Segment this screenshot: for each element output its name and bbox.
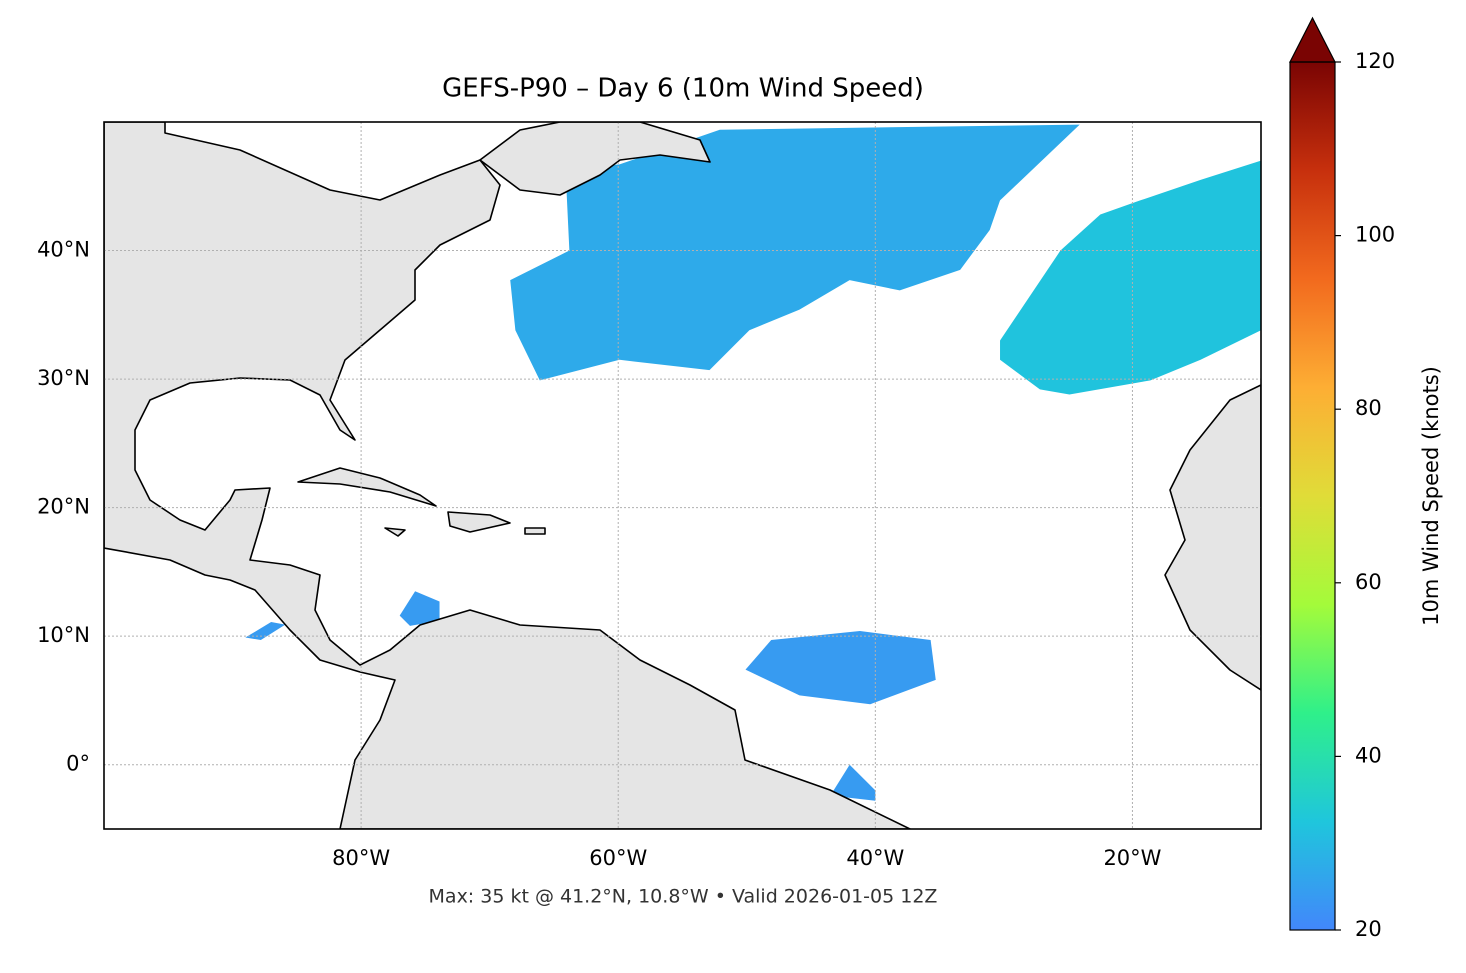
africa <box>1164 384 1261 691</box>
colorbar-label: 10m Wind Speed (knots) <box>1419 366 1443 626</box>
land <box>104 122 1261 829</box>
jamaica <box>384 527 406 537</box>
x-tick-label: 20°W <box>1103 846 1161 870</box>
chart-title: GEFS-P90 – Day 6 (10m Wind Speed) <box>442 74 924 104</box>
x-tick-label: 80°W <box>332 846 390 870</box>
axis-ticks: 80°W 60°W 40°W 20°W 0° 10°N 20°N 30°N 40°N <box>37 238 1162 870</box>
annotation: Max: 35 kt @ 41.2°N, 10.8°W • Valid 2026… <box>429 886 938 908</box>
hispaniola <box>447 511 511 533</box>
colorbar-frame <box>1289 61 1336 931</box>
north-america <box>104 122 911 829</box>
wind-layer <box>245 124 1261 801</box>
y-tick-label: 40°N <box>37 238 90 262</box>
colorbar-tick-label: 120 <box>1355 49 1395 73</box>
colorbar: 20 40 60 80 100 120 <box>1289 16 1395 941</box>
colorbar-tick-label: 100 <box>1355 223 1395 247</box>
wind-region <box>399 591 440 626</box>
x-tick-label: 40°W <box>846 846 904 870</box>
y-tick-label: 20°N <box>37 495 90 519</box>
wind-region <box>745 631 936 705</box>
wind-region <box>245 622 286 641</box>
wind-region <box>510 124 1080 381</box>
colorbar-tick-label: 20 <box>1355 917 1382 941</box>
maritime-canada <box>479 122 711 196</box>
colorbar-tick-label: 40 <box>1355 743 1382 767</box>
y-tick-label: 0° <box>66 752 90 776</box>
wind-region <box>1000 160 1261 395</box>
colorbar-tick-label: 80 <box>1355 396 1382 420</box>
y-tick-label: 10°N <box>37 623 90 647</box>
wind-region <box>830 764 876 801</box>
colorbar-extend <box>1289 16 1336 63</box>
puerto-rico <box>524 527 546 535</box>
map-frame <box>103 121 1262 830</box>
colorbar-tick-label: 60 <box>1355 570 1382 594</box>
x-tick-label: 60°W <box>589 846 647 870</box>
colorbar-gradient <box>1290 62 1335 930</box>
cuba <box>297 467 437 507</box>
grid <box>104 122 1261 829</box>
y-tick-label: 30°N <box>37 366 90 390</box>
